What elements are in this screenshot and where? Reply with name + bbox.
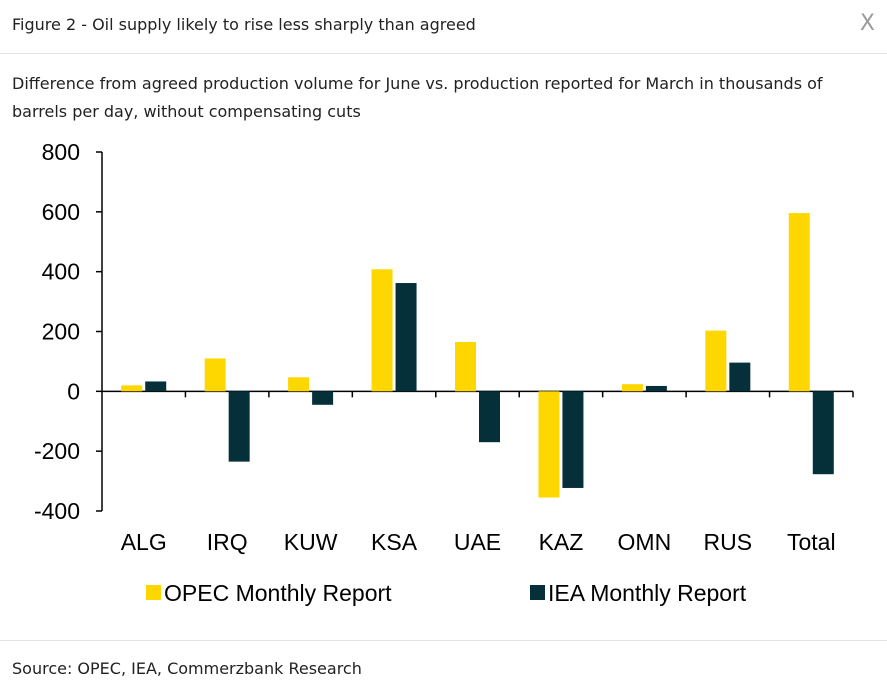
bar-iea-rus (729, 362, 751, 392)
figure-header: Figure 2 - Oil supply likely to rise les… (0, 0, 887, 54)
bar-opec-kaz (538, 391, 560, 498)
x-tick-label: IRQ (207, 529, 248, 555)
bar-iea-omn (645, 385, 667, 392)
x-tick-label: Total (787, 529, 836, 555)
bar-iea-total (812, 391, 834, 475)
bar-opec-ksa (371, 269, 393, 392)
x-tick-label: ALG (121, 529, 167, 555)
legend-iea-label: IEA Monthly Report (548, 580, 747, 606)
legend-opec-label: OPEC Monthly Report (164, 580, 392, 606)
bar-opec-alg (121, 385, 143, 392)
bar-opec-irq (204, 358, 226, 392)
x-tick-label: KUW (284, 529, 338, 555)
bar-chart: 800 600 400 200 0 -200 -400 ALG IRQ KUW KSA UAE KAZ O… (34, 139, 854, 606)
source-note: Source: OPEC, IEA, Commerzbank Research (12, 659, 362, 678)
footer-divider (0, 640, 887, 641)
bar-iea-irq (228, 391, 250, 462)
bar-opec-uae (455, 341, 476, 392)
x-tick-label: KAZ (539, 529, 584, 555)
chart-subtitle: Difference from agreed production volume… (12, 74, 823, 121)
y-tick-label: 800 (42, 139, 80, 165)
bar-opec-total (788, 213, 810, 392)
x-tick-label: OMN (618, 529, 672, 555)
figure-title: Figure 2 - Oil supply likely to rise les… (12, 15, 476, 34)
close-icon[interactable]: X (859, 11, 875, 36)
legend-iea-swatch (530, 585, 545, 600)
x-tick-label: RUS (704, 529, 753, 555)
bar-iea-alg (145, 381, 167, 392)
bar-opec-kuw (288, 377, 310, 392)
bar-iea-uae (479, 391, 500, 443)
legend-opec-swatch (146, 585, 161, 600)
y-tick-label: 200 (42, 319, 80, 345)
y-tick-label: -200 (34, 438, 80, 464)
y-tick-label: 0 (67, 378, 80, 404)
bar-opec-omn (621, 384, 643, 392)
bar-iea-kaz (562, 391, 584, 488)
bar-opec-rus (705, 330, 727, 392)
x-tick-label: KSA (371, 529, 418, 555)
bar-iea-kuw (312, 391, 334, 405)
x-tick-label: UAE (454, 529, 501, 555)
y-tick-label: 600 (42, 199, 80, 225)
bar-iea-ksa (395, 283, 417, 392)
y-tick-label: 400 (42, 259, 80, 285)
y-tick-label: -400 (34, 498, 80, 524)
